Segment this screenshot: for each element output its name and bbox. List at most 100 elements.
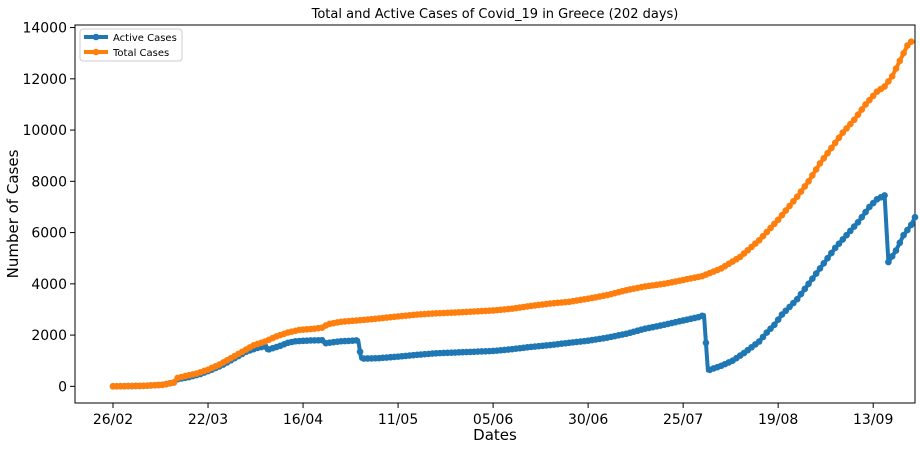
data-point — [850, 116, 858, 124]
x-tick-label: 11/05 — [378, 412, 418, 428]
axes-frame — [74, 24, 916, 404]
data-point — [858, 106, 866, 113]
data-point — [866, 96, 873, 104]
data-point — [911, 213, 919, 221]
data-point — [786, 202, 793, 210]
data-point — [828, 249, 835, 257]
data-point — [759, 333, 767, 341]
data-point — [797, 188, 805, 195]
data-point — [900, 231, 907, 239]
data-point — [835, 134, 843, 142]
data-point — [816, 265, 824, 272]
data-point — [790, 198, 797, 205]
y-tick-label: 0 — [58, 379, 67, 395]
y-tick-label: 2000 — [31, 328, 67, 344]
x-tick-label: 25/07 — [663, 412, 703, 428]
y-tick-label: 6000 — [31, 226, 67, 242]
data-point — [774, 316, 782, 324]
data-point — [843, 231, 850, 239]
y-tick-label: 8000 — [31, 174, 67, 190]
data-point — [862, 208, 869, 216]
data-point — [170, 379, 178, 386]
data-point — [828, 144, 835, 152]
data-point — [900, 49, 907, 57]
data-point — [869, 92, 877, 100]
y-axis-label: Number of Cases — [4, 149, 22, 278]
data-point — [835, 240, 843, 247]
legend-marker-swatch — [92, 33, 100, 41]
data-point — [812, 166, 820, 173]
data-point — [862, 101, 869, 108]
data-point — [755, 338, 763, 345]
data-point — [896, 239, 904, 247]
data-point — [885, 258, 892, 266]
chart-title: Total and Active Cases of Covid_19 in Gr… — [311, 7, 679, 22]
plot-area: 0 2000 4000 6000 8000 10000 12000 14000 26/02 22/… — [22, 21, 919, 428]
data-point — [843, 125, 850, 132]
data-point — [850, 223, 858, 230]
data-point — [356, 348, 364, 356]
data-point — [831, 139, 839, 147]
data-point — [801, 285, 809, 293]
series-total-cases — [109, 38, 915, 390]
data-point — [892, 65, 900, 72]
data-point — [793, 193, 801, 201]
series-line — [112, 40, 913, 389]
data-point — [896, 57, 904, 65]
y-tick-label: 14000 — [22, 21, 67, 37]
data-point — [805, 280, 812, 288]
y-tick-label: 10000 — [22, 123, 67, 139]
data-point — [702, 339, 710, 347]
legend-label: Total Cases — [112, 48, 169, 59]
data-point — [793, 295, 801, 303]
data-point — [774, 216, 782, 224]
data-point — [904, 226, 911, 234]
data-point — [888, 72, 896, 80]
y-tick-label: 12000 — [22, 72, 67, 88]
x-tick-label: 22/03 — [188, 412, 228, 428]
data-point — [885, 78, 892, 85]
data-point — [881, 83, 888, 90]
x-tick-label: 30/06 — [568, 412, 608, 428]
data-point — [809, 275, 816, 283]
data-point — [816, 160, 824, 167]
x-tick-label: 19/08 — [758, 412, 798, 428]
data-point — [888, 252, 896, 260]
data-point — [771, 321, 778, 329]
data-point — [907, 221, 915, 229]
data-point — [812, 270, 820, 277]
data-point — [805, 178, 812, 185]
data-point — [847, 120, 854, 128]
data-point — [778, 211, 786, 219]
x-tick-label: 05/06 — [473, 412, 513, 428]
data-point — [782, 207, 790, 214]
data-point — [801, 183, 809, 190]
data-point — [892, 247, 900, 254]
data-point — [839, 129, 847, 136]
data-point — [839, 236, 847, 243]
data-point — [847, 227, 854, 235]
y-tick-label: 4000 — [31, 277, 67, 293]
data-point — [797, 290, 805, 298]
legend-marker-swatch — [92, 48, 100, 56]
x-tick-label: 13/09 — [853, 412, 893, 428]
x-tick-label: 16/04 — [283, 412, 323, 428]
data-point — [698, 312, 706, 320]
legend: Active Cases Total Cases — [79, 28, 183, 62]
data-point — [824, 149, 831, 157]
data-point — [831, 244, 839, 252]
data-point — [820, 154, 828, 162]
legend-label: Active Cases — [113, 33, 177, 44]
data-point — [352, 337, 360, 344]
data-point — [854, 111, 862, 118]
data-point — [820, 260, 828, 267]
data-point — [881, 192, 888, 199]
data-point — [858, 213, 866, 221]
data-point — [854, 219, 862, 226]
data-point — [907, 38, 915, 45]
x-axis-label: Dates — [473, 426, 517, 444]
x-tick-label: 26/02 — [93, 412, 133, 428]
data-point — [809, 172, 816, 179]
data-point — [824, 254, 831, 262]
